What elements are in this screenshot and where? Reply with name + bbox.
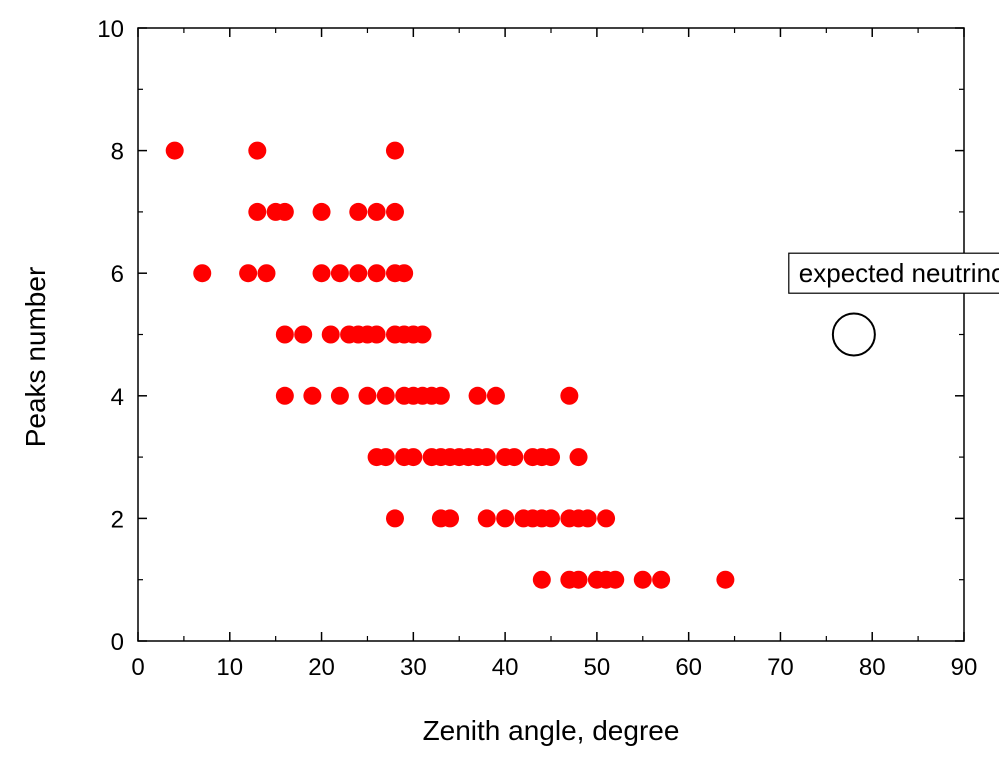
data-point: [294, 325, 313, 344]
data-point: [395, 264, 414, 283]
axis-tick-labels: 0 10 20 30 40 50 60 70 80 90 0 2 4 6 8 10: [97, 16, 977, 681]
data-point: [404, 448, 423, 467]
data-point: [486, 386, 505, 405]
data-point: [477, 448, 496, 467]
data-point: [477, 509, 496, 528]
data-point: [193, 264, 212, 283]
data-point: [505, 448, 524, 467]
data-point: [248, 141, 267, 160]
data-point: [303, 386, 322, 405]
annotation-frame: [788, 252, 999, 294]
data-point: [312, 202, 331, 221]
data-point: [349, 264, 368, 283]
data-point: [569, 448, 588, 467]
data-point: [367, 202, 386, 221]
x-tick-label: 50: [584, 654, 611, 681]
data-point: [367, 325, 386, 344]
x-tick-label: 20: [308, 654, 335, 681]
data-point: [385, 141, 404, 160]
data-point: [413, 325, 432, 344]
data-point: [275, 202, 294, 221]
data-point: [385, 509, 404, 528]
data-point: [376, 386, 395, 405]
data-point: [716, 570, 735, 589]
x-tick-label: 70: [767, 654, 794, 681]
data-point: [330, 386, 349, 405]
y-tick-label: 4: [111, 384, 124, 411]
data-point: [542, 448, 560, 467]
x-tick-label: 80: [859, 654, 886, 681]
data-point: [358, 386, 377, 405]
data-point: [441, 509, 460, 528]
data-point: [597, 509, 616, 528]
y-tick-label: 6: [111, 261, 124, 288]
data-point: [257, 264, 276, 283]
y-tick-label: 0: [111, 629, 124, 656]
y-tick-label: 8: [111, 139, 124, 166]
data-point: [532, 570, 551, 589]
y-tick-label: 10: [97, 16, 124, 43]
data-point: [560, 386, 579, 405]
data-point: [652, 570, 671, 589]
plot-frame: [137, 27, 965, 642]
y-axis-label: Peaks number: [20, 267, 51, 448]
annotation-box: expected neutrino: [788, 252, 999, 294]
data-point: [468, 386, 487, 405]
data-point: [239, 264, 258, 283]
data-point: [385, 202, 404, 221]
data-point: [542, 509, 560, 528]
x-tick-label: 0: [131, 654, 144, 681]
data-point: [321, 325, 340, 344]
data-point: [349, 202, 368, 221]
y-tick-label: 2: [111, 506, 124, 533]
x-tick-label: 60: [675, 654, 702, 681]
expected-neutrino-marker: [831, 312, 876, 357]
data-point: [275, 325, 294, 344]
data-point: [496, 509, 515, 528]
data-point: [248, 202, 267, 221]
x-tick-label: 90: [951, 654, 978, 681]
data-point: [569, 570, 588, 589]
annotation-text: expected neutrino: [799, 258, 999, 288]
x-tick-label: 40: [492, 654, 519, 681]
data-point: [367, 264, 386, 283]
data-point: [633, 570, 652, 589]
data-point: [312, 264, 331, 283]
data-point: [165, 141, 184, 160]
data-point: [275, 386, 294, 405]
x-axis-label: Zenith angle, degree: [423, 715, 680, 746]
axis-ticks: [137, 27, 965, 642]
data-point: [578, 509, 597, 528]
data-point: [431, 386, 450, 405]
data-points: [165, 141, 876, 589]
x-tick-label: 30: [400, 654, 427, 681]
data-point: [330, 264, 349, 283]
data-point: [376, 448, 395, 467]
data-point: [606, 570, 625, 589]
x-tick-label: 10: [216, 654, 243, 681]
